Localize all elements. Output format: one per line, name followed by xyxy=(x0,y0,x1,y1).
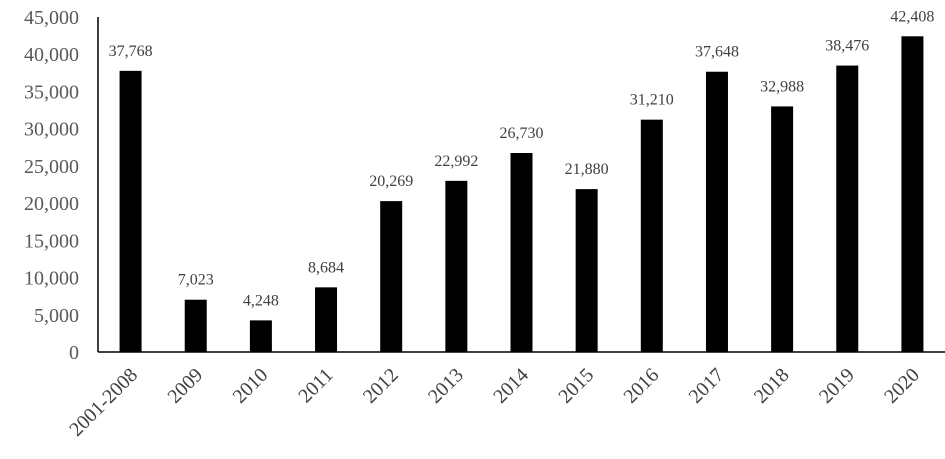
x-tick-label: 2020 xyxy=(880,364,924,408)
y-axis-tick-labels: 0 5,000 10,000 15,000 20,000 25,000 30,000 35,0… xyxy=(24,7,79,364)
x-tick-label: 2012 xyxy=(359,364,403,408)
bar xyxy=(771,106,794,352)
x-tick-label: 2018 xyxy=(750,364,794,408)
data-label: 7,023 xyxy=(178,272,214,289)
data-label: 20,269 xyxy=(369,173,413,190)
bar xyxy=(380,201,403,352)
x-tick-label: 2017 xyxy=(685,364,729,408)
x-tick-label: 2013 xyxy=(424,364,468,408)
x-tick-label: 2011 xyxy=(294,364,337,407)
data-label: 37,768 xyxy=(109,43,153,60)
bar xyxy=(445,180,468,352)
data-labels-group: 37,768 7,023 4,248 8,684 20,269 22,992 26,730 2… xyxy=(109,8,935,309)
data-label: 42,408 xyxy=(890,8,934,25)
y-tick-label: 20,000 xyxy=(24,193,79,215)
data-label: 4,248 xyxy=(243,292,279,309)
data-label: 37,648 xyxy=(695,44,739,61)
bar xyxy=(836,65,859,352)
data-label: 31,210 xyxy=(630,92,674,109)
bar xyxy=(575,189,598,352)
bar xyxy=(705,71,728,352)
y-tick-label: 25,000 xyxy=(24,156,79,178)
data-label: 21,880 xyxy=(565,161,609,178)
data-label: 22,992 xyxy=(434,153,478,170)
data-label: 26,730 xyxy=(500,125,544,142)
bar xyxy=(119,70,142,352)
bars-group xyxy=(119,36,924,353)
x-tick-label: 2015 xyxy=(554,364,598,408)
y-tick-label: 45,000 xyxy=(24,7,79,29)
y-tick-label: 15,000 xyxy=(24,230,79,252)
y-tick-label: 35,000 xyxy=(24,81,79,103)
bar xyxy=(510,153,533,352)
bar xyxy=(184,299,207,352)
bar xyxy=(249,320,272,352)
x-tick-label: 2019 xyxy=(815,364,859,408)
data-label: 38,476 xyxy=(825,38,869,55)
y-tick-label: 40,000 xyxy=(24,44,79,66)
x-tick-label: 2014 xyxy=(489,364,533,408)
y-tick-label: 0 xyxy=(69,342,79,364)
y-tick-label: 30,000 xyxy=(24,119,79,141)
x-tick-label: 2016 xyxy=(620,364,664,408)
x-tick-label: 2010 xyxy=(229,364,273,408)
y-tick-label: 5,000 xyxy=(34,305,79,327)
data-label: 8,684 xyxy=(308,259,344,276)
data-label: 32,988 xyxy=(760,78,804,95)
bar xyxy=(901,36,924,353)
x-axis-tick-labels: 2001-2008 2009 2010 2011 2012 2013 2014 2015 201… xyxy=(65,364,924,441)
y-tick-label: 10,000 xyxy=(24,268,79,290)
bar xyxy=(640,119,663,352)
x-tick-label: 2001-2008 xyxy=(65,364,142,441)
bar xyxy=(315,287,338,352)
x-tick-label: 2009 xyxy=(163,364,207,408)
